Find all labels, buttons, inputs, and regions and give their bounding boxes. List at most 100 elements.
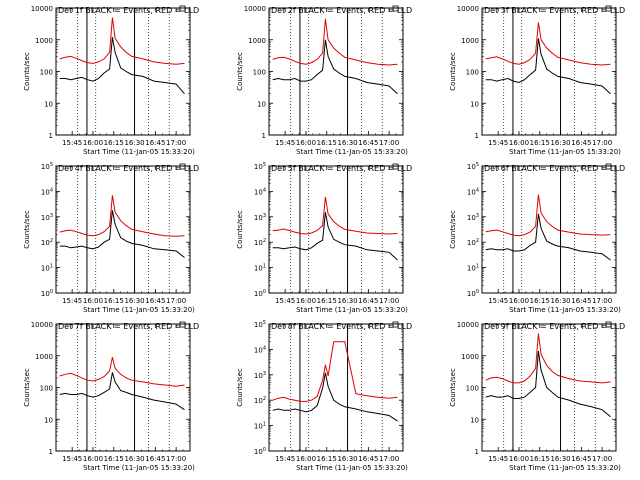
y-tick-label: 100: [466, 69, 479, 77]
plot-frame: [268, 7, 404, 136]
y-tick-base: 10: [254, 346, 263, 354]
x-tick-label: 16:15: [530, 297, 550, 305]
x-tick-label: 16:30: [124, 139, 144, 147]
y-tick-label: 104: [41, 187, 53, 196]
lld-series-line: [272, 341, 398, 402]
x-tick-label: 16:00: [83, 455, 103, 463]
x-tick-label: 15:45: [488, 297, 508, 305]
y-tick-label: 102: [467, 238, 479, 247]
y-tick-base: 10: [254, 188, 263, 196]
y-tick-label: 104: [254, 187, 266, 196]
y-tick-label: 100: [40, 385, 53, 393]
y-axis-label: Counts/sec: [449, 52, 457, 91]
detector-panel: Det 2f BLACK = Events, RED = LLD 1 10 100 10…: [236, 5, 412, 156]
panel-title-suffix: BLACK = Events, RED = LLD: [509, 322, 625, 331]
y-tick-label: 101: [41, 264, 53, 273]
y-tick-label: 105: [467, 162, 479, 171]
y-tick-exponent: 3: [263, 213, 266, 219]
y-tick-label: 103: [467, 213, 479, 222]
y-tick-label: 104: [254, 345, 266, 354]
panel-title-prefix: Det 9f: [484, 322, 509, 331]
panel-title-suffix: BLACK = Events, RED = LLD: [83, 164, 199, 173]
y-tick-base: 10: [41, 290, 50, 298]
panel-title: Det 4f BLACK = Events, RED = LLD: [58, 164, 199, 173]
y-tick-exponent: 1: [476, 264, 479, 270]
y-tick-base: 10: [254, 397, 263, 405]
y-tick-label: 100: [467, 289, 479, 298]
y-tick-exponent: 4: [476, 187, 479, 193]
panel-title-prefix: Det 7f: [58, 322, 83, 331]
y-tick-exponent: 5: [476, 162, 479, 168]
x-tick-label: 17:00: [592, 139, 612, 147]
detector-panel: Det 6f BLACK = Events, RED = LLD10010110…: [449, 162, 625, 314]
x-tick-label: 15:45: [488, 139, 508, 147]
lld-series-line: [485, 194, 611, 237]
events-series-line: [272, 372, 398, 422]
y-axis-label: Counts/sec: [236, 368, 244, 407]
detector-panel: Det 7f BLACK = Events, RED = LLD 1 10 100 10…: [23, 321, 199, 472]
y-tick-exponent: 4: [263, 345, 266, 351]
panel-title-suffix: BLACK = Events, RED = LLD: [509, 6, 625, 15]
x-tick-label: 16:45: [571, 139, 591, 147]
x-tick-label: 16:00: [296, 297, 316, 305]
x-tick-label: 16:30: [550, 139, 570, 147]
y-tick-label: 1: [475, 448, 479, 456]
y-tick-label: 1000: [461, 37, 479, 45]
x-tick-label: 17:00: [592, 455, 612, 463]
lld-series-line: [272, 18, 398, 66]
panel-title-suffix: BLACK = Events, RED = LLD: [83, 322, 199, 331]
x-axis-label: Start Time (11-Jan-05 15:33:20): [509, 148, 621, 156]
y-tick-label: 10: [257, 100, 266, 108]
y-tick-exponent: 3: [50, 213, 53, 219]
x-tick-label: 15:45: [62, 139, 82, 147]
x-axis-label: Start Time (11-Jan-05 15:33:20): [296, 148, 408, 156]
x-tick-label: 16:00: [509, 297, 529, 305]
x-tick-label: 16:00: [83, 297, 103, 305]
y-tick-exponent: 4: [263, 187, 266, 193]
y-tick-label: 1: [475, 132, 479, 140]
x-tick-label: 16:45: [145, 297, 165, 305]
detector-panel: Det 4f BLACK = Events, RED = LLD10010110…: [23, 162, 199, 314]
panel-title-suffix: BLACK = Events, RED = LLD: [509, 164, 625, 173]
y-tick-exponent: 1: [263, 422, 266, 428]
y-tick-base: 10: [41, 188, 50, 196]
lld-series-line: [59, 357, 185, 387]
events-series-line: [485, 351, 611, 418]
y-tick-label: 1000: [461, 353, 479, 361]
y-tick-label: 104: [467, 187, 479, 196]
y-tick-label: 10000: [457, 321, 479, 329]
panel-title: Det 5f BLACK = Events, RED = LLD: [271, 164, 412, 173]
plot-frame: [481, 7, 617, 136]
y-axis-label: Counts/sec: [449, 210, 457, 249]
y-tick-base: 10: [467, 214, 476, 222]
x-tick-label: 16:00: [509, 139, 529, 147]
y-tick-label: 1000: [35, 37, 53, 45]
y-tick-base: 10: [254, 290, 263, 298]
y-tick-label: 103: [254, 371, 266, 380]
x-tick-label: 16:00: [296, 455, 316, 463]
y-tick-label: 105: [254, 162, 266, 171]
x-axis-label: Start Time (11-Jan-05 15:33:20): [83, 148, 195, 156]
panel-title-prefix: Det 6f: [484, 164, 509, 173]
x-tick-label: 17:00: [379, 297, 399, 305]
y-tick-base: 10: [41, 239, 50, 247]
x-axis-label: Start Time (11-Jan-05 15:33:20): [83, 464, 195, 472]
y-tick-label: 10000: [31, 5, 53, 13]
panel-title: Det 6f BLACK = Events, RED = LLD: [484, 164, 625, 173]
events-series-line: [59, 37, 185, 95]
x-tick-label: 15:45: [275, 139, 295, 147]
detector-panel: Det 9f BLACK = Events, RED = LLD 1 10 100 10…: [449, 321, 625, 472]
x-tick-label: 16:15: [317, 139, 337, 147]
y-tick-label: 100: [254, 289, 266, 298]
y-tick-exponent: 0: [476, 289, 479, 295]
y-tick-exponent: 4: [50, 187, 53, 193]
panel-title-suffix: BLACK = Events, RED = LLD: [83, 6, 199, 15]
y-tick-exponent: 5: [50, 162, 53, 168]
x-tick-label: 16:45: [571, 297, 591, 305]
y-tick-exponent: 5: [263, 320, 266, 326]
y-tick-exponent: 0: [50, 289, 53, 295]
y-tick-base: 10: [467, 265, 476, 273]
y-tick-base: 10: [467, 239, 476, 247]
y-tick-exponent: 3: [476, 213, 479, 219]
plot-frame: [481, 165, 617, 294]
